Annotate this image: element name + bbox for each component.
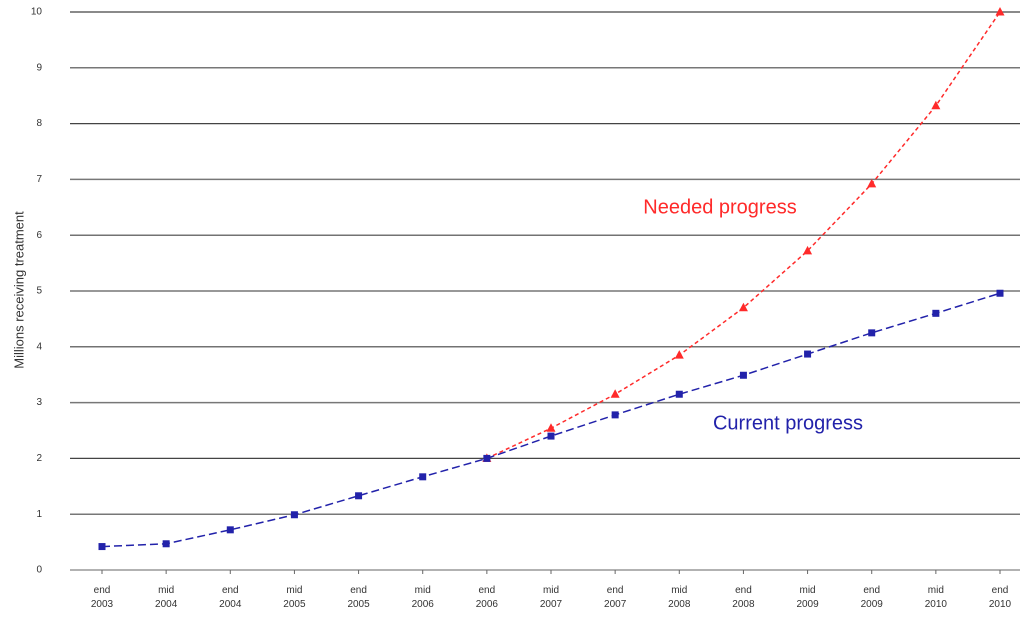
marker: [996, 289, 1004, 297]
y-axis-label: Millions receiving treatment: [11, 211, 26, 369]
marker: [547, 432, 555, 440]
marker: [867, 178, 877, 188]
y-tick-label: 8: [36, 118, 42, 129]
marker: [290, 511, 298, 519]
x-tick-label: end 2006: [476, 585, 499, 610]
y-tick-label: 1: [36, 509, 42, 520]
marker: [739, 371, 747, 379]
marker: [419, 473, 427, 481]
marker: [483, 454, 491, 462]
x-tick-label: end 2009: [861, 585, 884, 610]
marker: [803, 245, 813, 255]
y-tick-label: 9: [36, 62, 42, 73]
x-tick-label: end 2003: [91, 585, 114, 610]
series-line: [101, 292, 1001, 548]
y-tick-label: 5: [36, 286, 42, 297]
y-tick-label: 4: [36, 341, 42, 352]
x-tick-label: end 2008: [732, 585, 755, 610]
x-tick-label: end 2007: [604, 585, 627, 610]
y-tick-label: 0: [36, 565, 42, 576]
marker: [932, 309, 940, 317]
x-tick-label: end 2010: [989, 585, 1012, 610]
marker: [675, 390, 683, 398]
marker: [355, 492, 363, 500]
marker: [162, 540, 170, 548]
marker: [226, 526, 234, 534]
x-tick-label: mid 2005: [283, 585, 306, 610]
x-tick-label: end 2005: [347, 585, 370, 610]
series-annotation: Current progress: [713, 412, 863, 434]
marker: [610, 389, 620, 398]
marker: [804, 350, 812, 358]
x-tick-label: mid 2004: [155, 585, 178, 610]
marker: [738, 302, 748, 312]
y-tick-label: 7: [36, 174, 42, 185]
marker: [546, 423, 556, 432]
marker: [98, 543, 106, 551]
marker: [868, 329, 876, 337]
x-tick-label: mid 2008: [668, 585, 691, 610]
series-annotation: Needed progress: [643, 196, 796, 218]
x-tick-label: end 2004: [219, 585, 242, 610]
marker: [674, 350, 684, 359]
marker: [931, 100, 941, 110]
x-tick-label: mid 2009: [796, 585, 819, 610]
x-tick-label: mid 2007: [540, 585, 563, 610]
x-tick-label: mid 2010: [925, 585, 948, 610]
y-tick-label: 3: [36, 397, 42, 408]
marker: [995, 7, 1005, 16]
y-tick-label: 6: [36, 230, 42, 241]
x-tick-label: mid 2006: [412, 585, 435, 610]
marker: [611, 411, 619, 419]
y-tick-label: 2: [36, 453, 42, 464]
y-tick-label: 10: [31, 7, 43, 18]
